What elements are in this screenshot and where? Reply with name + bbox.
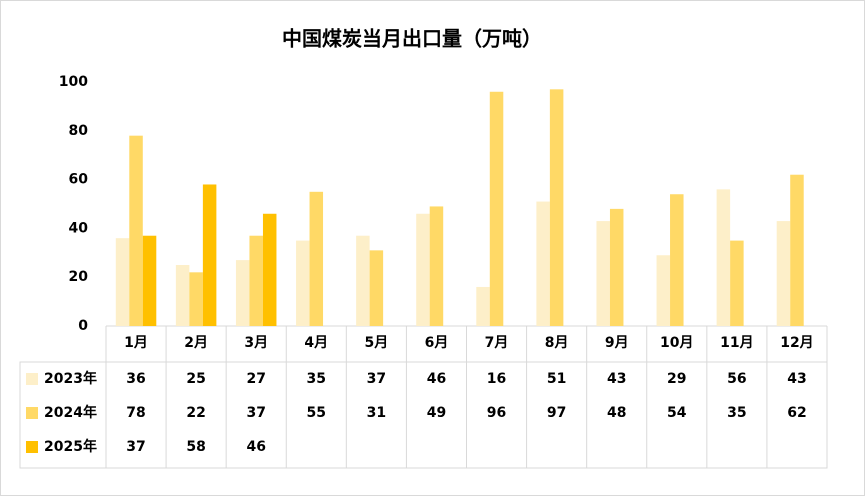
bar	[670, 194, 684, 326]
bar	[489, 91, 504, 326]
legend-label: 2023年	[44, 370, 97, 387]
x-tick-label: 1月	[124, 335, 148, 351]
table-value: 25	[186, 371, 205, 387]
bar	[476, 286, 490, 326]
table-value: 16	[487, 371, 506, 387]
table-value: 46	[427, 371, 446, 387]
bar	[249, 235, 263, 326]
bar	[790, 174, 804, 326]
bar	[776, 221, 791, 326]
bar	[129, 135, 143, 326]
x-tick-label: 6月	[425, 335, 449, 351]
bar	[175, 265, 190, 326]
table-value: 97	[547, 405, 566, 421]
bar	[369, 250, 384, 326]
table-value: 29	[667, 371, 686, 387]
y-tick-label: 20	[69, 269, 89, 285]
table-value: 35	[727, 405, 746, 421]
legend-label: 2024年	[44, 404, 97, 421]
x-tick-label: 10月	[660, 335, 693, 351]
table-value: 36	[126, 371, 145, 387]
legend-swatch	[26, 441, 38, 453]
table-value: 22	[186, 405, 205, 421]
bar	[202, 184, 217, 326]
bar	[429, 206, 444, 326]
table-value: 58	[186, 439, 205, 455]
bar	[235, 260, 250, 326]
bar	[115, 238, 130, 326]
bar	[549, 89, 564, 326]
table-value: 31	[367, 405, 386, 421]
legend-label: 2025年	[44, 438, 97, 455]
table-value: 43	[787, 371, 806, 387]
x-tick-label: 5月	[365, 335, 389, 351]
bar	[309, 191, 324, 326]
table-value: 37	[126, 439, 145, 455]
table-value: 51	[547, 371, 566, 387]
bar	[596, 221, 610, 326]
legend-swatch	[26, 373, 38, 385]
x-tick-label: 7月	[485, 335, 509, 351]
table-value: 78	[126, 405, 145, 421]
table-value: 54	[667, 405, 687, 421]
table-value: 37	[367, 371, 386, 387]
x-tick-label: 12月	[780, 335, 813, 351]
y-tick-label: 100	[59, 74, 88, 90]
bar	[716, 189, 731, 326]
y-tick-label: 40	[69, 220, 89, 236]
x-tick-label: 11月	[720, 335, 753, 351]
bar	[609, 208, 624, 326]
table-value: 35	[307, 371, 326, 387]
table-value: 37	[246, 405, 265, 421]
x-tick-label: 2月	[184, 335, 208, 351]
y-tick-label: 80	[69, 123, 89, 139]
bar	[536, 201, 550, 326]
table-value: 48	[607, 405, 626, 421]
x-tick-label: 8月	[545, 335, 569, 351]
legend-swatch	[26, 407, 38, 419]
table-value: 96	[487, 405, 506, 421]
bar	[142, 235, 157, 326]
bar	[189, 272, 203, 326]
y-tick-label: 0	[78, 318, 88, 334]
table-value: 56	[727, 371, 746, 387]
table-value: 49	[427, 405, 446, 421]
table-value: 62	[787, 405, 806, 421]
table-value: 43	[607, 371, 626, 387]
chart-title: 中国煤炭当月出口量（万吨）	[282, 27, 542, 51]
table-value: 55	[307, 405, 326, 421]
bar	[730, 240, 744, 326]
table-value: 27	[246, 371, 265, 387]
bar	[416, 213, 430, 326]
y-tick-label: 60	[69, 172, 89, 188]
bar	[656, 255, 671, 326]
table-value: 46	[246, 439, 265, 455]
x-tick-label: 9月	[605, 335, 629, 351]
x-tick-label: 3月	[244, 335, 268, 351]
bar	[262, 213, 277, 326]
bar	[296, 240, 310, 326]
x-tick-label: 4月	[304, 335, 328, 351]
bar	[356, 235, 370, 326]
